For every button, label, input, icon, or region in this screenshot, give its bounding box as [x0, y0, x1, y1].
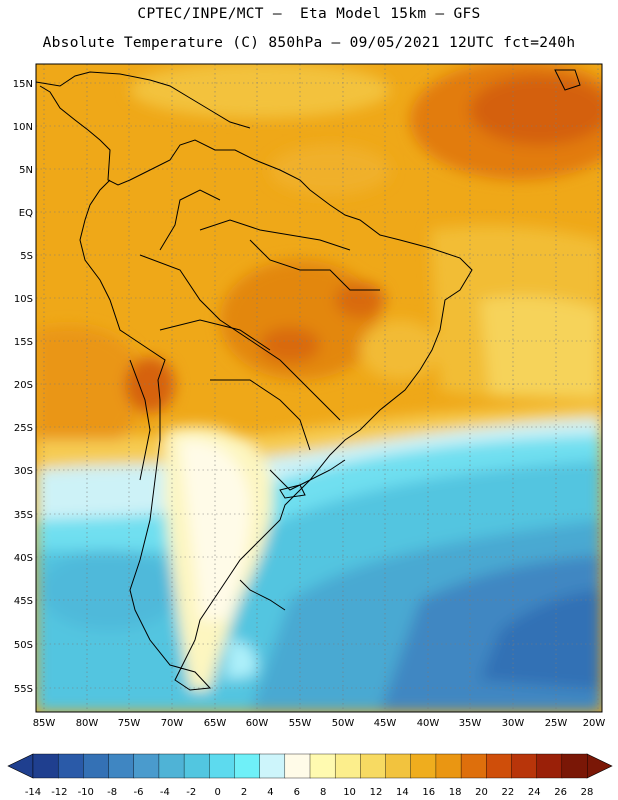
- colorbar-label: 16: [422, 787, 435, 798]
- colorbar-swatch: [32, 753, 59, 779]
- colorbar-label: 26: [554, 787, 567, 798]
- lon-label: 35W: [459, 718, 482, 729]
- colorbar-label: 10: [343, 787, 356, 798]
- colorbar-swatch: [284, 753, 311, 779]
- colorbar-label: 4: [267, 787, 273, 798]
- colorbar-label: 22: [501, 787, 514, 798]
- colorbar-swatch: [410, 753, 437, 779]
- colorbar-swatch: [511, 753, 538, 779]
- map-frame: [35, 63, 603, 713]
- lat-label: 20S: [14, 380, 33, 391]
- lat-label: 30S: [14, 466, 33, 477]
- colorbar-swatch: [183, 753, 210, 779]
- colorbar-label: -8: [107, 787, 117, 798]
- lon-label: 65W: [204, 718, 227, 729]
- coastline: [36, 69, 581, 691]
- colorbar-label: -2: [186, 787, 196, 798]
- colorbar-swatch: [108, 753, 135, 779]
- colorbar-label: -6: [134, 787, 144, 798]
- lon-label: 85W: [33, 718, 56, 729]
- lon-label: 30W: [502, 718, 525, 729]
- lat-label: 45S: [14, 596, 33, 607]
- title-line-1: CPTEC/INPE/MCT – Eta Model 15km – GFS: [137, 6, 481, 22]
- colorbar-high-arrow: [586, 753, 613, 779]
- temperature-field: [36, 64, 602, 712]
- colorbar-swatch: [486, 753, 513, 779]
- colorbar-swatch: [133, 753, 160, 779]
- lon-label: 70W: [161, 718, 184, 729]
- colorbar-label: 28: [581, 787, 594, 798]
- lat-label: 5N: [19, 165, 33, 176]
- colorbar-label: -10: [78, 787, 94, 798]
- colorbar-swatch: [158, 753, 185, 779]
- longitude-labels: 85W 80W 75W 70W 65W 60W 55W 50W 45W 40W …: [33, 718, 606, 729]
- colorbar-swatch: [259, 753, 286, 779]
- colorbar-label: -12: [51, 787, 67, 798]
- lat-label: 55S: [14, 684, 33, 695]
- colorbar-swatch: [309, 753, 336, 779]
- colorbar-label: 14: [396, 787, 409, 798]
- lon-label: 60W: [246, 718, 269, 729]
- lat-label: 35S: [14, 510, 33, 521]
- lat-label: 50S: [14, 640, 33, 651]
- colorbar-label: 6: [294, 787, 300, 798]
- colorbar-swatch: [385, 753, 412, 779]
- colorbar-label: -14: [25, 787, 41, 798]
- lon-label: 40W: [417, 718, 440, 729]
- colorbar-label: -4: [160, 787, 170, 798]
- lon-label: 50W: [332, 718, 355, 729]
- grid-lines: [36, 64, 602, 712]
- colorbar-label: 2: [241, 787, 247, 798]
- colorbar-swatch: [536, 753, 563, 779]
- colorbar-swatch: [334, 753, 361, 779]
- title-line-2: Absolute Temperature (C) 850hPa – 09/05/…: [42, 35, 576, 51]
- colorbar-swatch: [209, 753, 236, 779]
- colorbar-swatch: [234, 753, 261, 779]
- latitude-labels: 15N 10N 5N EQ 5S 10S 15S 20S 25S 30S 35S…: [13, 79, 33, 695]
- colorbar-label: 20: [475, 787, 488, 798]
- lon-label: 20W: [583, 718, 606, 729]
- colorbar-swatch: [57, 753, 84, 779]
- lat-label: 15S: [14, 337, 33, 348]
- colorbar-label: 12: [370, 787, 383, 798]
- colorbar-label: 8: [320, 787, 326, 798]
- colorbar-label: 18: [449, 787, 462, 798]
- colorbar-swatch: [561, 753, 588, 779]
- colorbar: -14 -12 -10 -8 -6 -4 -2 0 2 4 6 8 10 12 14 16 18 20 22 24 26…: [7, 753, 613, 798]
- lat-label: 15N: [13, 79, 33, 90]
- lat-label: 25S: [14, 423, 33, 434]
- lat-label: 10N: [13, 122, 33, 133]
- colorbar-low-arrow: [7, 753, 34, 779]
- colorbar-label: 24: [528, 787, 541, 798]
- lat-label: EQ: [19, 208, 33, 219]
- colorbar-label: 0: [214, 787, 220, 798]
- lat-label: 40S: [14, 553, 33, 564]
- lon-label: 75W: [118, 718, 141, 729]
- colorbar-swatch: [360, 753, 387, 779]
- lon-label: 55W: [289, 718, 312, 729]
- lat-label: 5S: [20, 251, 33, 262]
- lon-label: 80W: [76, 718, 99, 729]
- lat-label: 10S: [14, 294, 33, 305]
- lon-label: 45W: [374, 718, 397, 729]
- colorbar-swatch: [83, 753, 110, 779]
- colorbar-swatch: [460, 753, 487, 779]
- lon-label: 25W: [545, 718, 568, 729]
- colorbar-swatch: [435, 753, 462, 779]
